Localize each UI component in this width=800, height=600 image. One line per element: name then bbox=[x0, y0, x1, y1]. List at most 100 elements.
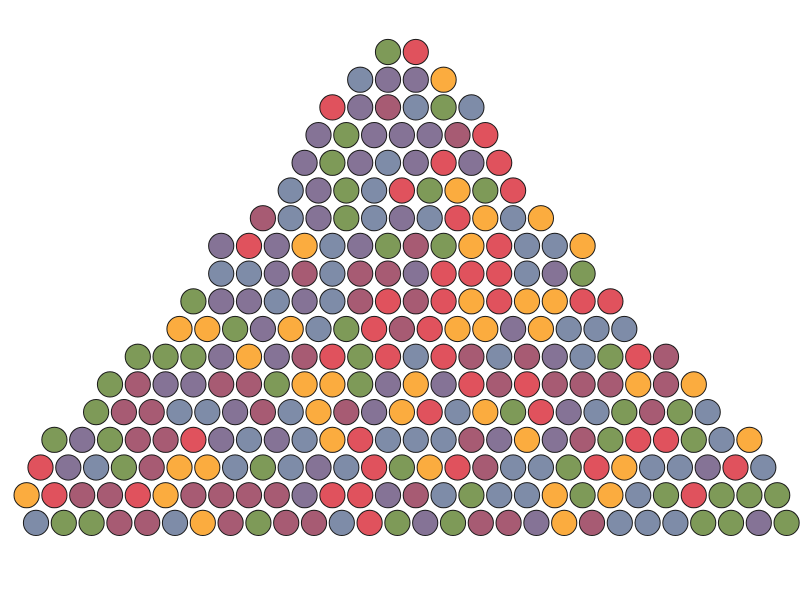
pyramid-dot bbox=[652, 426, 680, 453]
pyramid-dot bbox=[690, 509, 717, 537]
pyramid-dot bbox=[388, 454, 415, 481]
pyramid-dot bbox=[472, 399, 499, 426]
pyramid-dot bbox=[333, 399, 360, 426]
pyramid-dot bbox=[444, 177, 471, 204]
pyramid-dot bbox=[245, 509, 272, 537]
pyramid-dot bbox=[208, 482, 235, 509]
pyramid-row bbox=[319, 94, 485, 121]
pyramid-dot bbox=[263, 260, 290, 287]
pyramid-dot bbox=[27, 454, 54, 481]
pyramid-dot bbox=[333, 177, 360, 204]
pyramid-dot bbox=[499, 399, 527, 426]
pyramid-row bbox=[277, 177, 527, 204]
pyramid-dot bbox=[388, 177, 415, 204]
pyramid-row bbox=[27, 454, 777, 481]
pyramid-dot bbox=[472, 315, 499, 343]
pyramid-dot bbox=[499, 177, 527, 204]
pyramid-dot bbox=[458, 260, 485, 287]
pyramid-dot bbox=[513, 232, 541, 259]
pyramid-dot bbox=[235, 343, 263, 370]
pyramid-dot bbox=[736, 482, 763, 509]
pyramid-dot bbox=[499, 315, 527, 343]
pyramid-dot bbox=[347, 94, 374, 121]
pyramid-dot bbox=[180, 371, 207, 398]
pyramid-dot bbox=[305, 315, 332, 343]
pyramid-dot bbox=[444, 399, 471, 426]
pyramid-dot bbox=[652, 343, 680, 370]
pyramid-row bbox=[208, 232, 596, 259]
pyramid-dot bbox=[374, 288, 402, 315]
pyramid-row bbox=[291, 149, 513, 176]
pyramid-dot bbox=[708, 482, 735, 509]
pyramid-dot bbox=[361, 122, 388, 149]
pyramid-dot bbox=[277, 205, 304, 232]
pyramid-dot bbox=[374, 66, 402, 93]
pyramid-dot bbox=[541, 288, 568, 315]
pyramid-dot bbox=[541, 426, 568, 453]
pyramid-dot bbox=[430, 426, 457, 453]
pyramid-dot bbox=[263, 343, 290, 370]
pyramid-dot bbox=[486, 426, 513, 453]
pyramid-dot bbox=[430, 482, 457, 509]
pyramid-dot bbox=[578, 509, 606, 537]
pyramid-dot bbox=[291, 149, 318, 176]
pyramid-dot bbox=[499, 205, 527, 232]
pyramid-dot bbox=[374, 232, 402, 259]
pyramid-dot bbox=[110, 454, 138, 481]
pyramid-dot bbox=[356, 509, 383, 537]
pyramid-dot bbox=[708, 426, 735, 453]
pyramid-dot bbox=[527, 315, 555, 343]
pyramid-dot bbox=[208, 343, 235, 370]
pyramid-dot bbox=[41, 426, 68, 453]
pyramid-dot bbox=[430, 343, 457, 370]
pyramid-dot bbox=[291, 371, 318, 398]
pyramid-dot bbox=[555, 315, 582, 343]
pyramid-dot bbox=[180, 482, 207, 509]
pyramid-dot bbox=[430, 260, 457, 287]
pyramid-dot bbox=[430, 94, 457, 121]
pyramid-dot bbox=[361, 399, 388, 426]
pyramid-dot bbox=[523, 509, 550, 537]
pyramid-dot bbox=[361, 454, 388, 481]
pyramid-dot bbox=[569, 426, 596, 453]
pyramid-row bbox=[96, 371, 707, 398]
pyramid-dot bbox=[235, 232, 263, 259]
pyramid-dot bbox=[458, 288, 485, 315]
pyramid-dot bbox=[180, 343, 207, 370]
pyramid-dot bbox=[263, 232, 290, 259]
pyramid-dot bbox=[499, 454, 527, 481]
pyramid-dot bbox=[611, 454, 638, 481]
pyramid-dot bbox=[347, 66, 374, 93]
pyramid-dot bbox=[527, 454, 555, 481]
pyramid-dot bbox=[666, 454, 694, 481]
pyramid-dot bbox=[96, 482, 124, 509]
pyramid-dot bbox=[328, 509, 355, 537]
pyramid-dot bbox=[416, 454, 443, 481]
pyramid-dot bbox=[189, 509, 216, 537]
pyramid-dot bbox=[194, 399, 221, 426]
pyramid-dot bbox=[78, 509, 105, 537]
pyramid-dot bbox=[430, 66, 457, 93]
pyramid-dot bbox=[541, 260, 568, 287]
pyramid-dot bbox=[402, 149, 429, 176]
pyramid-dot bbox=[472, 454, 499, 481]
pyramid-dot bbox=[152, 482, 179, 509]
pyramid-dot bbox=[513, 288, 541, 315]
pyramid-dot bbox=[374, 38, 402, 66]
pyramid-dot bbox=[430, 288, 457, 315]
pyramid-dot bbox=[194, 315, 221, 343]
pyramid-dot bbox=[569, 343, 596, 370]
pyramid-dot bbox=[458, 232, 485, 259]
pyramid-dot bbox=[416, 122, 443, 149]
pyramid-dot bbox=[736, 426, 763, 453]
pyramid-dot bbox=[555, 454, 582, 481]
pyramid-dot bbox=[662, 509, 689, 537]
pyramid-dot bbox=[439, 509, 467, 537]
pyramid-dot bbox=[305, 399, 332, 426]
pyramid-dot bbox=[291, 343, 318, 370]
pyramid-dot bbox=[634, 509, 661, 537]
pyramid-dot bbox=[569, 482, 596, 509]
pyramid-dot bbox=[458, 149, 485, 176]
pyramid-dot bbox=[152, 371, 179, 398]
